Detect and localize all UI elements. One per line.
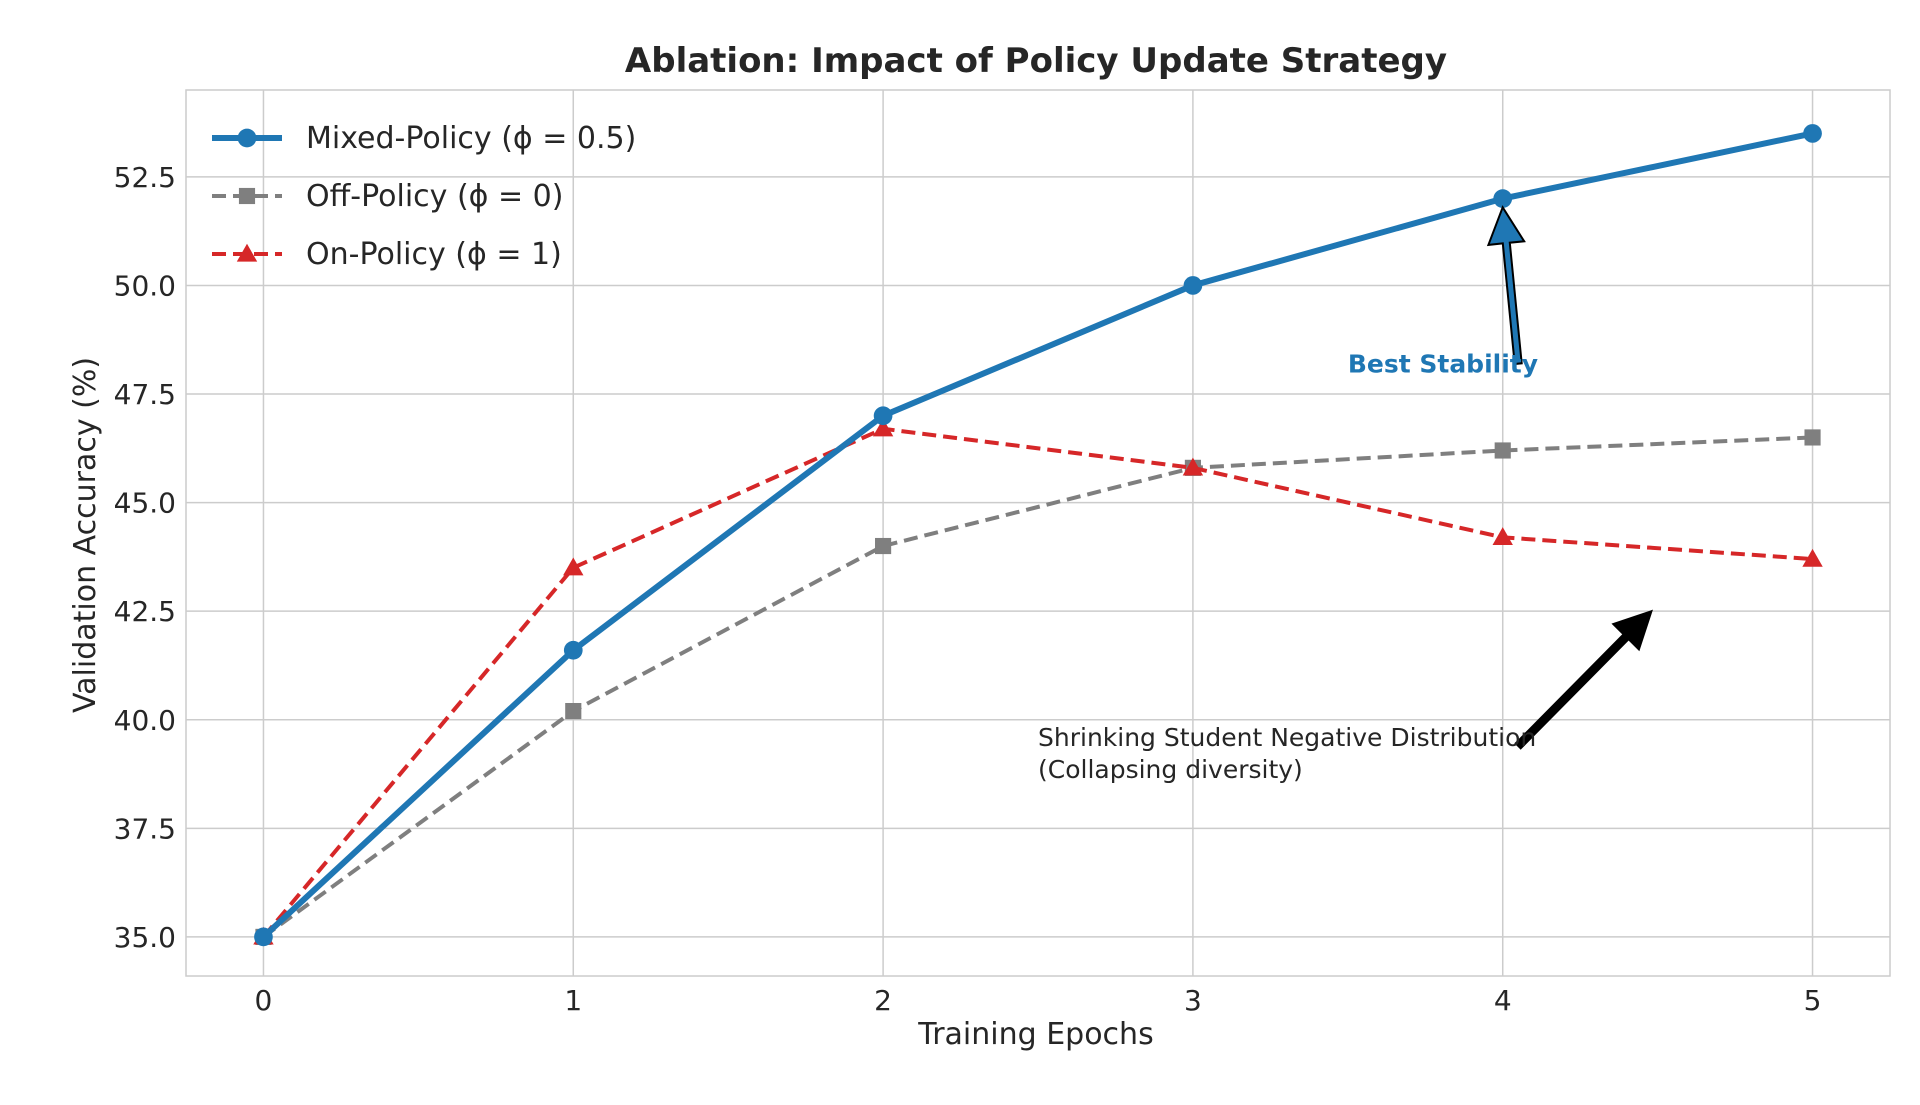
- x-tick-label: 4: [1494, 984, 1512, 1017]
- legend-label: Off-Policy (ϕ = 0): [306, 179, 563, 214]
- legend: Mixed-Policy (ϕ = 0.5) Off-Policy (ϕ = 0)…: [212, 121, 636, 272]
- annotation-text: Best Stability: [1348, 349, 1538, 378]
- data-point: [872, 418, 894, 437]
- series-1: [254, 124, 1822, 947]
- data-point: [563, 640, 583, 660]
- y-tick-label: 42.5: [114, 595, 176, 628]
- legend-label: Mixed-Policy (ϕ = 0.5): [306, 121, 636, 156]
- data-point: [565, 702, 582, 720]
- data-point: [1802, 548, 1823, 567]
- annotation-arrow: [1486, 205, 1526, 366]
- annotation-text: (Collapsing diversity): [1038, 755, 1303, 784]
- legend-entry-3: On-Policy (ϕ = 1): [212, 237, 562, 272]
- annotation-arrow: [1514, 609, 1653, 750]
- x-tick-label: 2: [874, 984, 892, 1017]
- annotations-group: Best Stability Shrinking Student Negative…: [1038, 205, 1653, 784]
- y-tick-label: 35.0: [114, 921, 176, 954]
- series-line: [261, 426, 1813, 939]
- legend-marker: [237, 128, 257, 148]
- annotation-2: Shrinking Student Negative Distribution (…: [1038, 609, 1653, 784]
- data-point: [1493, 189, 1513, 208]
- y-tick-label: 45.0: [114, 487, 176, 520]
- y-tick-label: 52.5: [114, 161, 176, 194]
- annotation-1: Best Stability: [1348, 205, 1538, 378]
- legend-entry-2: Off-Policy (ϕ = 0): [212, 179, 563, 214]
- data-point: [1183, 276, 1203, 295]
- legend-marker: [238, 187, 256, 205]
- x-tick-label: 0: [255, 984, 273, 1017]
- data-point: [1803, 124, 1822, 143]
- legend-marker: [236, 243, 258, 262]
- series-group: [253, 124, 1823, 947]
- series-line: [262, 435, 1813, 939]
- data-point: [254, 927, 273, 947]
- y-tick-label: 40.0: [114, 704, 176, 737]
- data-point: [1182, 457, 1204, 476]
- x-tick-label: 3: [1184, 984, 1202, 1017]
- y-axis-label: Validation Accuracy (%): [68, 357, 103, 713]
- series-line: [261, 130, 1814, 940]
- data-point: [1494, 442, 1511, 459]
- x-axis-label: Training Epochs: [917, 1017, 1153, 1052]
- data-point: [875, 537, 892, 555]
- plot-area-frame: [185, 89, 1891, 977]
- annotation-text: Shrinking Student Negative Distribution: [1038, 723, 1536, 752]
- data-point: [563, 557, 584, 576]
- legend-label: On-Policy (ϕ = 1): [306, 237, 562, 272]
- data-point: [1804, 429, 1821, 446]
- x-tick-label: 5: [1804, 984, 1822, 1017]
- x-axis-ticks: 0 1 2 3 4 5: [255, 984, 1822, 1017]
- y-axis-ticks: 35.0 37.5 40.0 42.5 45.0 47.5 50.0 52.5: [114, 161, 176, 954]
- y-tick-label: 50.0: [114, 269, 176, 302]
- x-tick-label: 1: [564, 984, 582, 1017]
- chart-title: Ablation: Impact of Policy Update Strate…: [625, 41, 1447, 81]
- data-point: [1492, 527, 1513, 545]
- legend-entry-1: Mixed-Policy (ϕ = 0.5): [212, 121, 636, 156]
- y-tick-label: 37.5: [114, 812, 176, 845]
- data-point: [873, 406, 893, 426]
- y-tick-label: 47.5: [114, 378, 176, 411]
